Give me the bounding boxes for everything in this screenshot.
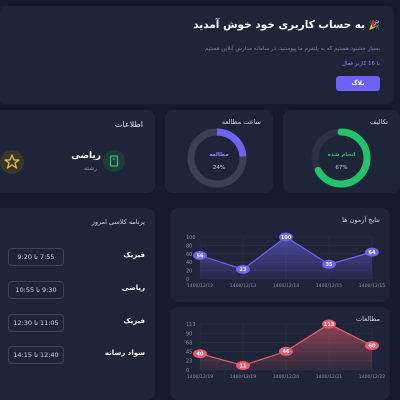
data-point xyxy=(193,349,207,359)
data-point xyxy=(365,341,379,351)
series-area xyxy=(200,237,372,279)
y-tick-label: 0 xyxy=(186,277,189,283)
x-tick-label: 1400/12/12 xyxy=(187,283,214,289)
schedule-time: 12:40 تا 14:15 xyxy=(8,346,64,364)
x-tick-label: 1400/12/15 xyxy=(359,283,386,289)
book-icon-glyph xyxy=(109,155,119,167)
study-time-title: ساعت مطالعه xyxy=(221,118,261,126)
study-status: مطالعه xyxy=(209,152,229,158)
data-point xyxy=(236,264,250,274)
assignments-donut xyxy=(311,128,371,188)
data-label: 23 xyxy=(240,267,247,273)
active-users-text: با 16 کاربر فعال xyxy=(342,61,380,67)
assignments-card: تکالیف انجام شده 67% xyxy=(283,110,400,193)
schedule-title: برنامه کلاسی امروز xyxy=(91,218,145,226)
exam-results-chart: 0 20 40 60 80 100 56 23 100 35 64 1400/12/12 1400/12… xyxy=(186,232,386,289)
data-label: 113 xyxy=(324,322,335,328)
y-tick-label: 20 xyxy=(186,269,192,275)
data-point xyxy=(279,232,293,242)
y-tick-label: 90 xyxy=(186,331,192,337)
x-tick-label: 1400/12/13 xyxy=(230,283,257,289)
y-tick-label: 80 xyxy=(186,243,192,249)
y-tick-label: 0 xyxy=(186,368,189,374)
y-tick-label: 68 xyxy=(186,340,192,346)
exam-results-card: نتایج آزمون ها 0 20 40 60 80 100 56 23 100 35 64 14… xyxy=(170,208,390,302)
series-area xyxy=(200,324,372,370)
schedule-time: 11:05 تا 12:30 xyxy=(8,314,64,332)
party-icon: 🎉 xyxy=(368,21,380,31)
study-time-card: ساعت مطالعه مطالعه 24% xyxy=(165,110,273,193)
book-icon xyxy=(103,150,125,172)
subject-field-label: رشته xyxy=(84,165,97,172)
y-tick-label: 100 xyxy=(186,235,196,241)
x-tick-label: 1400/12/20 xyxy=(273,374,300,380)
exam-chart-title: نتایج آزمون ها xyxy=(342,216,380,224)
study-chart: 0 23 45 68 90 113 40 11 46 113 60 1400/12/19 1400/12… xyxy=(186,319,386,380)
x-tick-label: 1400/12/19 xyxy=(230,374,257,380)
y-tick-label: 113 xyxy=(186,322,196,328)
x-tick-label: 1400/12/15 xyxy=(316,283,343,289)
data-label: 56 xyxy=(197,253,204,259)
x-tick-label: 1400/12/19 xyxy=(187,374,214,380)
schedule-time: 7:55 تا 9:20 xyxy=(8,248,64,266)
y-tick-label: 40 xyxy=(186,260,192,266)
schedule-time: 9:30 تا 10:55 xyxy=(8,281,64,299)
schedule-card: برنامه کلاسی امروز فیزیک 7:55 تا 9:20 ری… xyxy=(0,208,155,400)
assignments-donut-arc xyxy=(311,128,371,188)
star-icon xyxy=(0,150,24,174)
schedule-course: ریاضی xyxy=(121,284,145,292)
data-label: 40 xyxy=(197,352,204,358)
data-label: 100 xyxy=(281,235,292,241)
schedule-course: فیزیک xyxy=(123,317,145,325)
x-tick-label: 1400/12/21 xyxy=(316,374,343,380)
data-label: 35 xyxy=(326,262,333,268)
subject-name: ریاضی xyxy=(71,151,101,161)
schedule-row: فیزیک 11:05 تا 12:30 xyxy=(0,314,155,332)
study-donut-arc xyxy=(187,128,247,188)
y-tick-label: 45 xyxy=(186,350,192,356)
data-point xyxy=(322,319,336,329)
info-title: اطلاعات xyxy=(114,120,143,129)
data-point xyxy=(322,259,336,269)
y-tick-label: 23 xyxy=(186,359,192,365)
welcome-title: 🎉 به حساب کاربری خود خوش آمدید xyxy=(193,19,380,31)
schedule-row: ریاضی 9:30 تا 10:55 xyxy=(0,281,155,299)
welcome-card: 🎉 به حساب کاربری خود خوش آمدید بسیار خشن… xyxy=(0,6,394,104)
assignments-percent: 67% xyxy=(335,165,348,171)
welcome-title-text: به حساب کاربری خود خوش آمدید xyxy=(193,19,366,31)
info-card: اطلاعات ریاضی رشته xyxy=(0,110,155,193)
data-point xyxy=(236,361,250,371)
welcome-subtitle: بسیار خشنود هستیم که به پلتفرم ما پیوستی… xyxy=(204,46,380,52)
study-chart-card: مطالعات 0 23 45 68 90 113 40 11 46 113 60 1400/12/1… xyxy=(170,307,390,400)
schedule-row: فیزیک 7:55 تا 9:20 xyxy=(0,248,155,266)
schedule-course: سواد رسانه xyxy=(104,349,145,357)
data-point xyxy=(365,247,379,257)
star-icon-glyph xyxy=(4,154,20,169)
schedule-row: سواد رسانه 12:40 تا 14:15 xyxy=(0,346,155,364)
data-label: 46 xyxy=(283,349,290,355)
data-point xyxy=(279,346,293,356)
schedule-course: فیزیک xyxy=(123,251,145,259)
blog-button[interactable]: بلاگ xyxy=(336,76,380,91)
x-tick-label: 1400/12/14 xyxy=(273,283,300,289)
study-chart-title: مطالعات xyxy=(355,315,380,323)
data-label: 11 xyxy=(240,363,247,369)
assignments-title: تکالیف xyxy=(369,118,388,126)
y-tick-label: 60 xyxy=(186,252,192,258)
x-tick-label: 1400/12/22 xyxy=(359,374,386,380)
study-time-donut xyxy=(187,128,247,188)
data-label: 60 xyxy=(369,343,376,349)
study-percent: 24% xyxy=(212,165,226,171)
data-label: 64 xyxy=(369,250,376,256)
assignments-status: انجام شده xyxy=(327,152,356,158)
data-point xyxy=(193,250,207,260)
